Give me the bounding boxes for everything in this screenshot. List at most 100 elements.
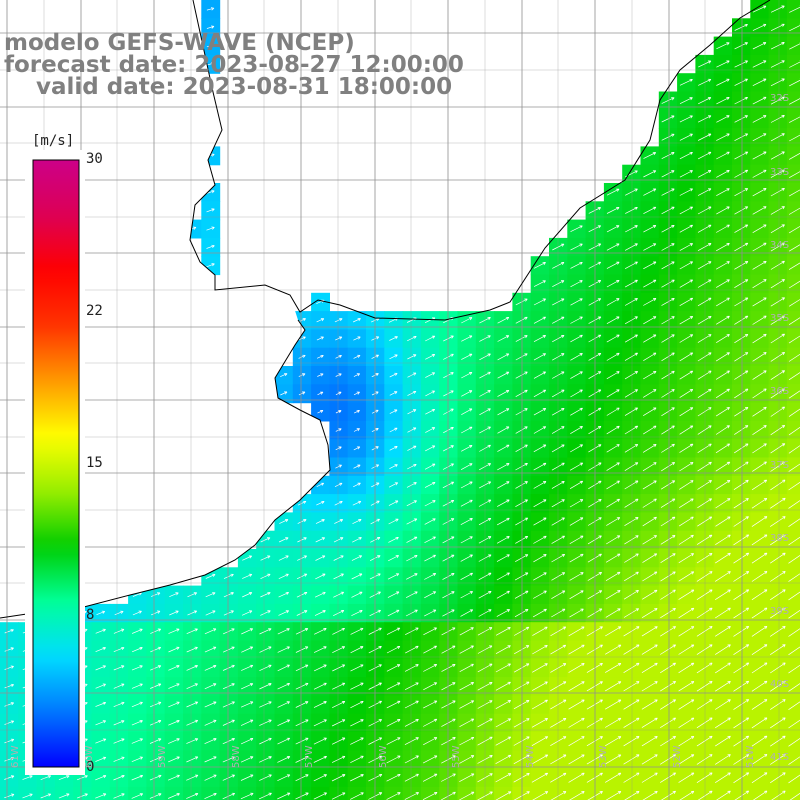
wind-arrow — [277, 756, 291, 763]
wind-arrow — [459, 663, 474, 673]
wind-cell — [549, 567, 568, 587]
wind-arrow — [515, 554, 529, 563]
wind-arrow — [406, 554, 418, 562]
wind-cell — [439, 622, 459, 642]
wind-cell — [219, 750, 239, 770]
wind-cell — [311, 732, 330, 751]
wind-arrow — [425, 408, 436, 415]
wind-cell — [311, 366, 330, 385]
wind-arrow — [641, 736, 658, 747]
wind-cell — [347, 512, 367, 532]
wind-arrow — [407, 335, 417, 342]
wind-arrow — [277, 792, 291, 800]
wind-arrow — [697, 370, 712, 380]
wind-arrow — [386, 755, 401, 764]
wind-cell — [402, 384, 422, 404]
wind-arrows — [4, 5, 800, 800]
wind-arrow — [698, 78, 712, 86]
wind-cell — [677, 786, 696, 800]
wind-arrow — [752, 297, 767, 307]
wind-arrow — [605, 791, 622, 800]
wind-cell — [402, 311, 422, 330]
wind-arrow — [206, 62, 215, 66]
wind-cell — [91, 677, 111, 696]
wind-cell — [457, 549, 477, 568]
wind-cell — [640, 201, 660, 221]
wind-cell — [347, 366, 367, 385]
wind-cell — [603, 695, 623, 715]
wind-arrow — [351, 573, 363, 580]
wind-cell — [768, 439, 788, 459]
wind-cell — [329, 457, 349, 477]
wind-arrow — [259, 628, 272, 635]
wind-arrow — [514, 645, 530, 655]
wind-cell — [366, 549, 385, 568]
wind-arrow — [204, 738, 217, 745]
wind-arrow — [770, 754, 786, 765]
wind-arrow — [733, 516, 749, 527]
wind-arrow — [734, 206, 749, 215]
wind-cell — [91, 750, 111, 770]
wind-cell — [201, 658, 221, 678]
wind-cell — [494, 494, 513, 513]
wind-arrow — [788, 500, 800, 509]
wind-cell — [384, 329, 404, 349]
wind-cell — [0, 786, 19, 800]
wind-arrow — [96, 610, 106, 616]
wind-cell — [183, 622, 202, 642]
wind-arrow — [624, 352, 638, 361]
wind-arrow — [696, 772, 713, 783]
wind-arrow — [404, 792, 419, 800]
wind-arrow — [278, 555, 289, 561]
wind-arrow — [770, 115, 785, 123]
wind-cell — [549, 366, 568, 385]
colorbar-tick-8: 8 — [86, 607, 95, 623]
wind-cell — [384, 750, 404, 770]
wind-cell — [603, 475, 623, 495]
wind-arrow — [770, 479, 786, 491]
wind-cell — [109, 677, 129, 696]
wind-cell — [786, 109, 800, 129]
wind-cell — [91, 622, 111, 642]
wind-cell — [384, 347, 404, 367]
wind-arrow — [734, 23, 748, 31]
wind-cell — [311, 713, 330, 733]
wind-cell — [530, 329, 550, 349]
lat-label-35s: 35S — [770, 313, 790, 324]
wind-cell — [457, 494, 477, 513]
wind-arrow — [788, 774, 800, 784]
wind-arrow — [424, 481, 436, 488]
wind-cell — [530, 311, 550, 330]
wind-cell — [677, 347, 696, 367]
wind-arrow — [660, 607, 676, 619]
wind-arrow — [696, 680, 713, 692]
wind-cell — [786, 384, 800, 404]
wind-cell — [786, 219, 800, 239]
wind-cell — [732, 475, 751, 495]
wind-cell — [420, 475, 440, 495]
wind-cell — [750, 0, 770, 19]
wind-arrow — [624, 553, 639, 563]
wind-cell — [183, 695, 202, 715]
wind-cell — [347, 530, 367, 550]
wind-cell — [256, 640, 276, 660]
wind-arrow — [335, 464, 342, 469]
wind-arrow — [661, 115, 675, 123]
wind-cell — [530, 530, 550, 550]
wind-cell — [402, 677, 422, 696]
wind-arrow — [40, 775, 52, 781]
wind-cell — [677, 274, 696, 294]
wind-arrow — [425, 335, 436, 342]
wind-cell — [786, 36, 800, 56]
wind-cell — [786, 18, 800, 38]
wind-arrow — [95, 647, 106, 653]
wind-cell — [402, 512, 422, 532]
wind-cell — [603, 274, 623, 294]
wind-cell — [18, 786, 38, 800]
wind-arrow — [660, 553, 676, 563]
wind-arrow — [423, 664, 438, 672]
wind-cell — [732, 109, 751, 129]
wind-cell — [530, 549, 550, 568]
wind-cell — [658, 164, 678, 184]
wind-cell — [274, 549, 294, 568]
